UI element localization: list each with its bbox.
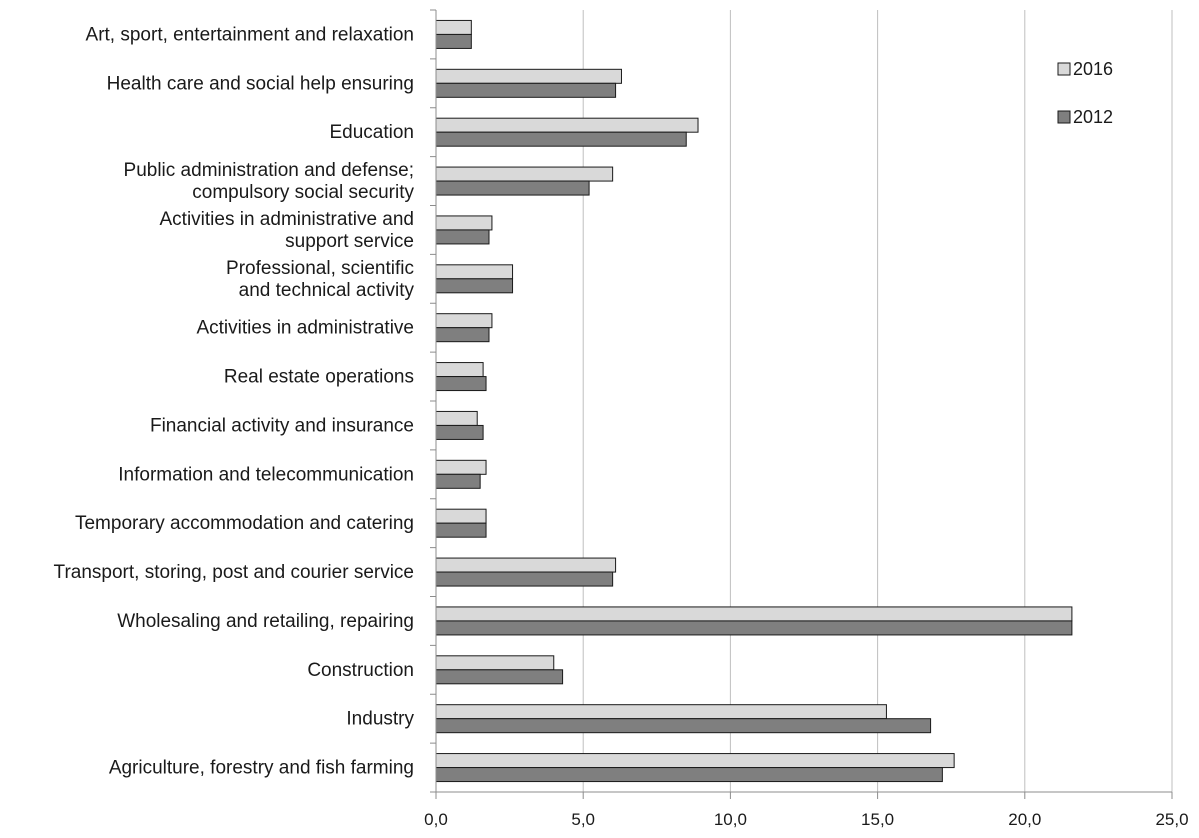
bar-2016 xyxy=(435,410,478,426)
x-tick-label: 20,0 xyxy=(1008,810,1041,829)
legend-label-2016: 2016 xyxy=(1073,59,1113,79)
category-label-line: Construction xyxy=(307,660,414,681)
bar-2016 xyxy=(435,117,699,133)
bar-2012 xyxy=(435,522,487,538)
category-labels: Art, sport, entertainment and relaxation… xyxy=(54,24,415,778)
bar-2012 xyxy=(435,571,614,587)
category-label: Information and telecommunication xyxy=(118,464,414,485)
axes xyxy=(430,9,1173,799)
category-label: Transport, storing, post and courier ser… xyxy=(54,562,414,583)
bar-2012 xyxy=(435,33,472,49)
bar-2012 xyxy=(435,718,932,734)
bar-2016 xyxy=(435,459,487,475)
bar-2016 xyxy=(435,215,493,231)
bar-2012 xyxy=(435,82,617,98)
bar-2012 xyxy=(435,620,1073,636)
category-label: Financial activity and insurance xyxy=(150,415,414,436)
x-tick-label: 0,0 xyxy=(424,810,448,829)
category-label-line: Education xyxy=(329,122,414,143)
bar-2012 xyxy=(435,424,484,440)
bar-2012 xyxy=(435,767,943,783)
category-label-line: Temporary accommodation and catering xyxy=(75,513,414,534)
x-tick-labels: 0,0 5,0 10,0 15,0 20,0 25,0 xyxy=(424,810,1188,829)
category-label-line: and technical activity xyxy=(239,280,415,301)
category-label-line: Information and telecommunication xyxy=(118,464,414,485)
bar-2012 xyxy=(435,669,564,685)
category-label-line: support service xyxy=(285,231,414,252)
category-label: Agriculture, forestry and fish farming xyxy=(109,758,414,779)
bar-2016 xyxy=(435,19,472,35)
bar-2016 xyxy=(435,362,484,378)
category-label: Activities in administrative and support … xyxy=(160,209,415,252)
bar-2016 xyxy=(435,313,493,329)
category-label-line: Art, sport, entertainment and relaxation xyxy=(86,24,414,45)
bar-2016 xyxy=(435,655,555,671)
legend-label-2012: 2012 xyxy=(1073,107,1113,127)
x-tick-label: 10,0 xyxy=(714,810,747,829)
category-label: Art, sport, entertainment and relaxation xyxy=(86,24,414,45)
bars xyxy=(435,19,1073,783)
category-label: Real estate operations xyxy=(224,367,414,388)
category-label-line: Activities in administrative and xyxy=(160,209,415,230)
x-tick-label: 15,0 xyxy=(861,810,894,829)
category-label: Professional, scientific and technical ac… xyxy=(226,258,414,301)
legend-swatch-2016 xyxy=(1057,62,1071,76)
bar-2012 xyxy=(435,376,487,392)
category-label-line: Public administration and defense; xyxy=(124,160,414,181)
bar-2016 xyxy=(435,68,622,84)
category-label-line: Wholesaling and retailing, repairing xyxy=(117,611,414,632)
bar-2016 xyxy=(435,704,887,720)
category-label-line: Health care and social help ensuring xyxy=(107,73,414,94)
bar-2016 xyxy=(435,166,614,182)
category-label-line: compulsory social security xyxy=(192,182,414,203)
bar-2016 xyxy=(435,753,955,769)
category-label-line: Industry xyxy=(346,709,414,730)
category-label-line: Professional, scientific xyxy=(226,258,414,279)
category-label: Education xyxy=(329,122,414,143)
category-label-line: Financial activity and insurance xyxy=(150,415,414,436)
bar-2016 xyxy=(435,264,514,280)
legend-swatch-2012 xyxy=(1057,110,1071,124)
x-tick-label: 5,0 xyxy=(571,810,595,829)
category-label: Wholesaling and retailing, repairing xyxy=(117,611,414,632)
legend: 2016 2012 xyxy=(1057,59,1113,127)
category-label-line: Real estate operations xyxy=(224,367,414,388)
category-label-line: Agriculture, forestry and fish farming xyxy=(109,758,414,779)
bar-2012 xyxy=(435,278,514,294)
category-label: Activities in administrative xyxy=(196,318,414,339)
bar-2012 xyxy=(435,229,490,245)
category-label-line: Activities in administrative xyxy=(196,318,414,339)
category-label-line: Transport, storing, post and courier ser… xyxy=(54,562,414,583)
bar-2016 xyxy=(435,557,617,573)
category-label: Industry xyxy=(346,709,414,730)
bar-2016 xyxy=(435,606,1073,622)
gridlines xyxy=(582,10,1173,792)
category-label: Temporary accommodation and catering xyxy=(75,513,414,534)
bar-2012 xyxy=(435,327,490,343)
bar-2016 xyxy=(435,508,487,524)
bar-2012 xyxy=(435,131,687,147)
category-label: Public administration and defense; compul… xyxy=(124,160,415,203)
bar-2012 xyxy=(435,473,481,489)
category-label: Health care and social help ensuring xyxy=(107,73,414,94)
bar-2012 xyxy=(435,180,590,196)
x-tick-label: 25,0 xyxy=(1155,810,1188,829)
category-label: Construction xyxy=(307,660,414,681)
